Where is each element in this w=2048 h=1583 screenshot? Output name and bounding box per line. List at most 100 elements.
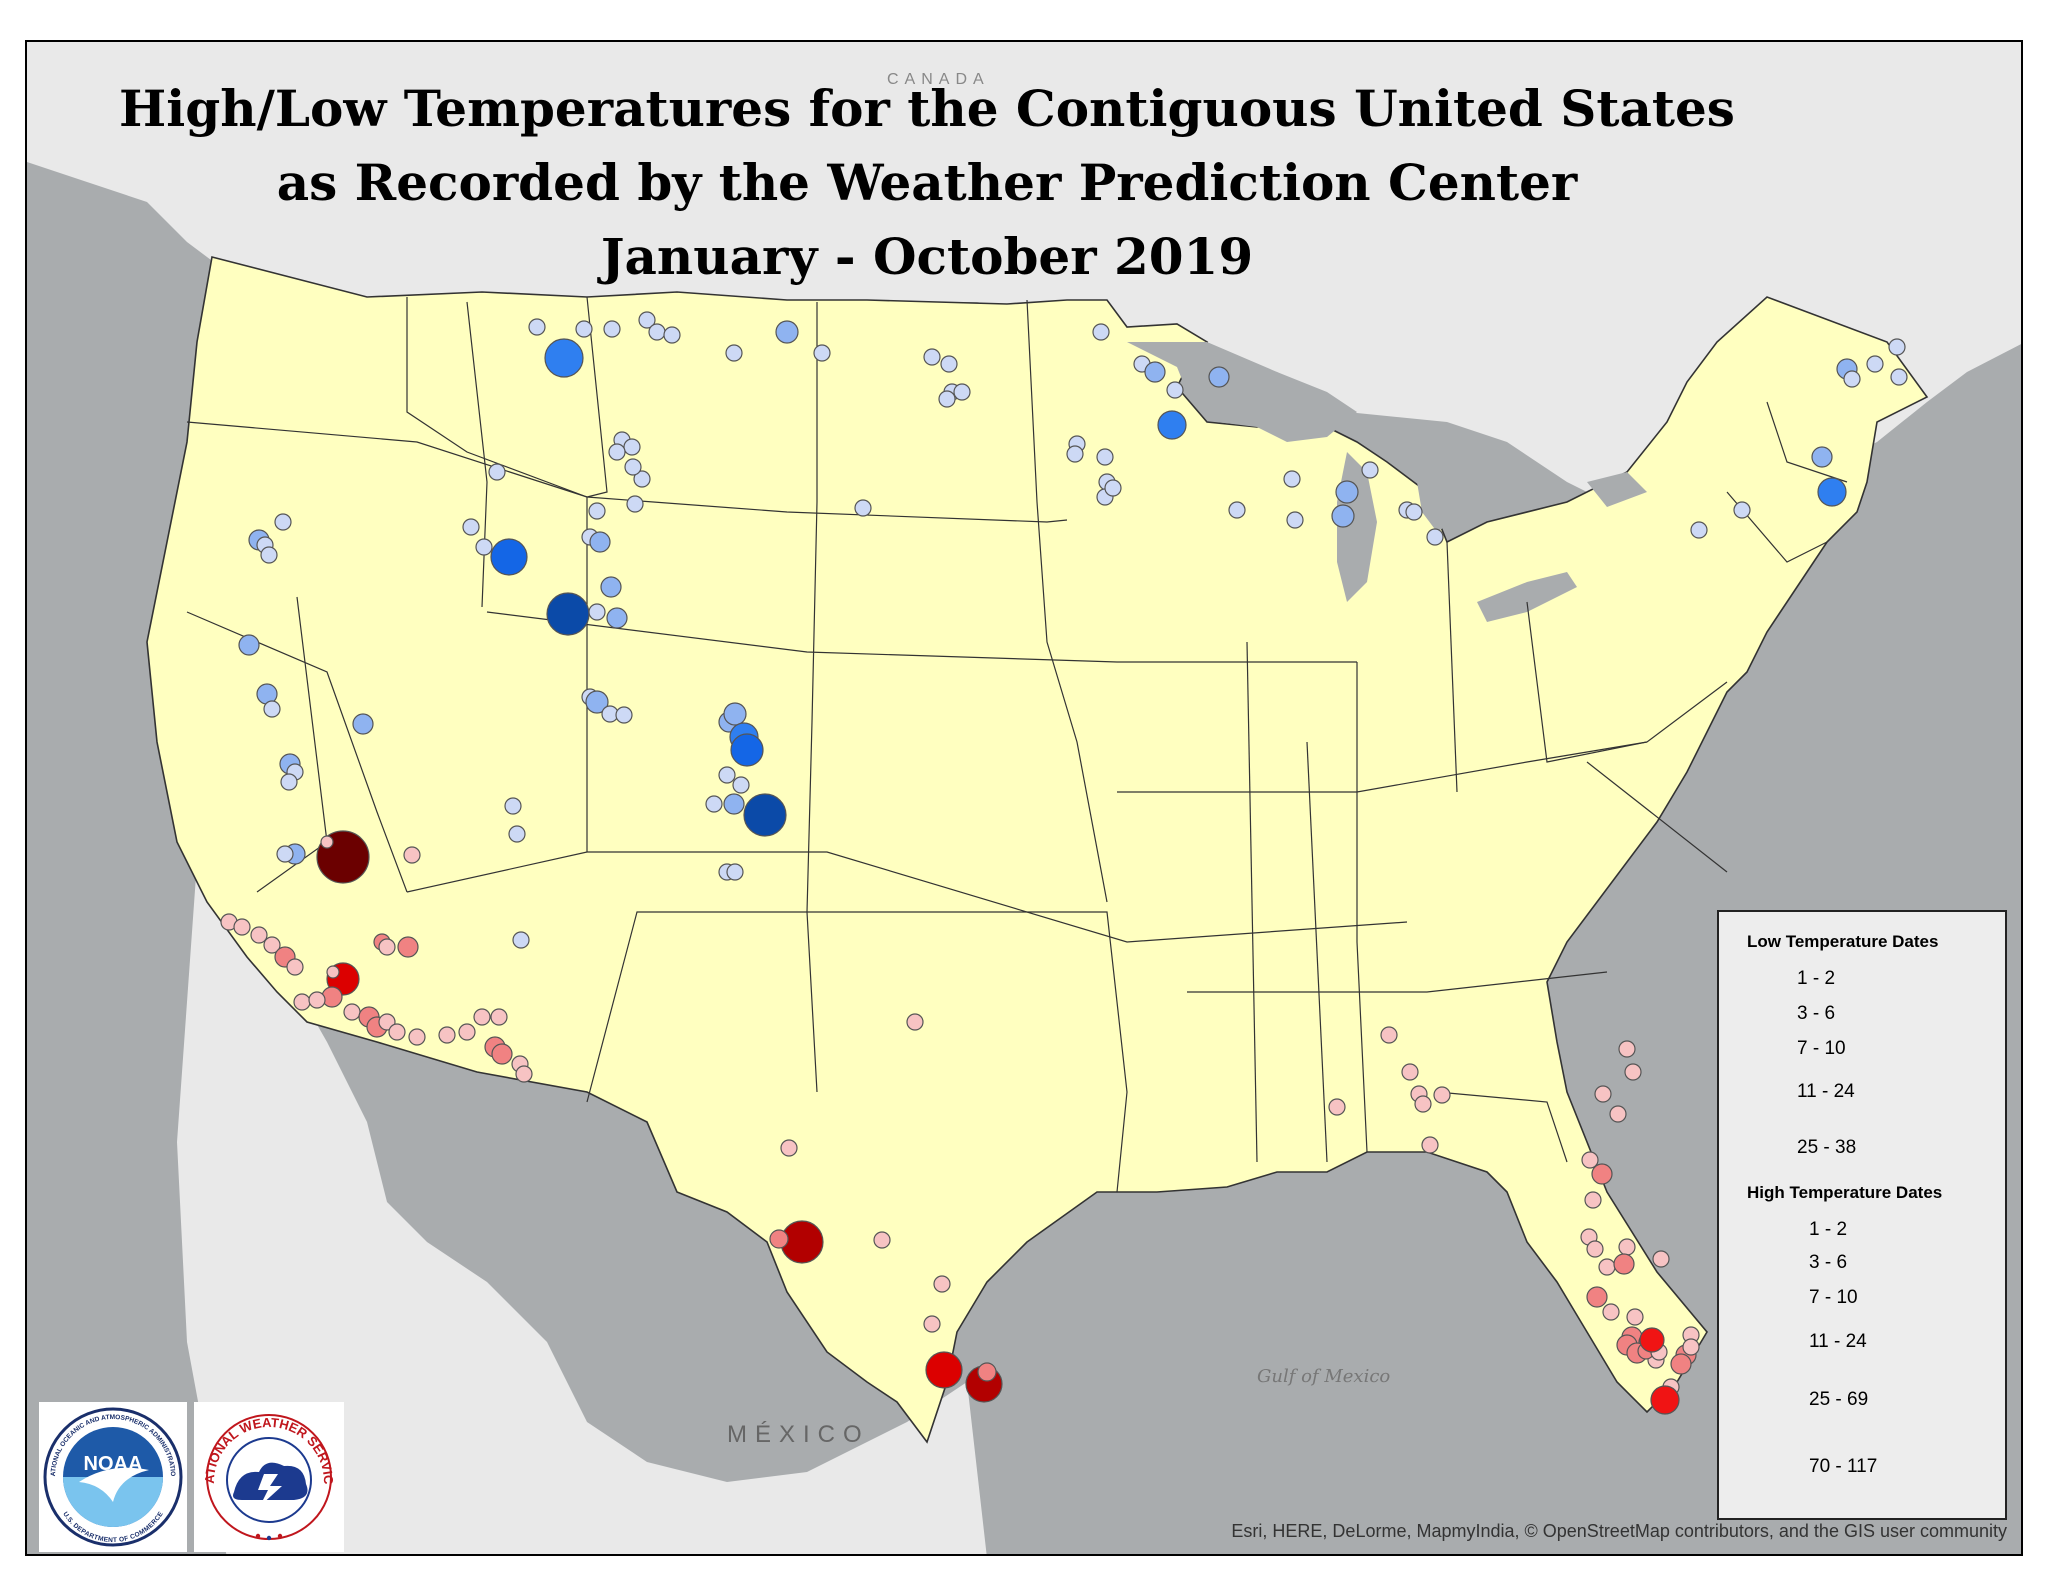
low-point xyxy=(1283,470,1301,488)
low-point xyxy=(938,390,956,408)
low-point xyxy=(1811,446,1833,468)
us-landmass xyxy=(146,256,1929,1444)
low-point xyxy=(723,702,747,726)
high-point xyxy=(308,991,326,1009)
agency-logos: NOAA NATIONAL OCEANIC AND ATMOSPHERIC AD… xyxy=(37,1390,379,1554)
low-point xyxy=(490,538,528,576)
low-point xyxy=(603,320,621,338)
low-point xyxy=(1888,338,1906,356)
high-point xyxy=(1421,1136,1439,1154)
high-point xyxy=(933,1275,951,1293)
low-point xyxy=(512,931,530,949)
low-point xyxy=(575,320,593,338)
high-point xyxy=(780,1139,798,1157)
high-point xyxy=(1609,1105,1627,1123)
mexico-landmass xyxy=(177,862,987,1554)
high-point xyxy=(490,1008,508,1026)
low-point xyxy=(1092,323,1110,341)
low-point xyxy=(1361,461,1379,479)
low-point xyxy=(1405,503,1423,521)
mexico-label: MÉXICO xyxy=(727,1421,870,1448)
low-point xyxy=(953,383,971,401)
low-point xyxy=(638,311,656,329)
title-line-3: January - October 2019 xyxy=(600,227,1254,286)
state-borders xyxy=(186,296,1848,1193)
low-point xyxy=(1331,504,1355,528)
low-point xyxy=(718,766,736,784)
legend-high-label-6: 70 - 117 xyxy=(1809,1456,1878,1477)
map-title: High/Low Temperatures for the Contiguous… xyxy=(27,72,1827,294)
legend-high-label-4: 11 - 24 xyxy=(1809,1331,1867,1352)
low-point xyxy=(263,700,281,718)
low-point xyxy=(1335,480,1359,504)
low-point xyxy=(600,576,622,598)
high-point xyxy=(320,835,334,849)
high-point xyxy=(515,1065,533,1083)
high-point xyxy=(326,965,340,979)
low-point xyxy=(1208,366,1230,388)
high-point xyxy=(286,958,304,976)
high-point xyxy=(397,936,419,958)
low-point xyxy=(276,845,294,863)
high-point xyxy=(1670,1353,1692,1375)
high-point xyxy=(388,1023,406,1041)
low-point xyxy=(940,355,958,373)
high-point xyxy=(873,1231,891,1249)
legend-low-label-4: 11 - 24 xyxy=(1797,1081,1855,1102)
low-point xyxy=(608,443,626,461)
low-point xyxy=(588,603,606,621)
low-point xyxy=(726,863,744,881)
low-point xyxy=(546,592,590,636)
high-point xyxy=(473,1008,491,1026)
legend-high-label-1: 1 - 2 xyxy=(1809,1219,1848,1240)
low-point xyxy=(854,499,872,517)
high-point xyxy=(1650,1385,1680,1415)
canada-label: CANADA xyxy=(887,71,990,88)
high-point xyxy=(1380,1026,1398,1044)
low-point xyxy=(743,793,787,837)
low-point xyxy=(775,320,799,344)
high-point xyxy=(1594,1085,1612,1103)
low-point xyxy=(1426,528,1444,546)
low-point xyxy=(1144,361,1166,383)
high-point xyxy=(1433,1086,1451,1104)
low-point xyxy=(1843,370,1861,388)
low-point xyxy=(923,348,941,366)
map-attribution: Esri, HERE, DeLorme, MapmyIndia, © OpenS… xyxy=(1231,1521,2007,1541)
low-point xyxy=(1157,410,1187,440)
low-point xyxy=(606,607,628,629)
low-point xyxy=(663,326,681,344)
low-point xyxy=(732,776,750,794)
high-point xyxy=(1581,1151,1599,1169)
low-temperature-points xyxy=(238,311,1908,949)
low-point xyxy=(585,690,609,714)
high-point xyxy=(1414,1095,1432,1113)
high-point xyxy=(343,1003,361,1021)
low-point xyxy=(508,825,526,843)
low-point xyxy=(723,793,745,815)
legend-low-label-5: 25 - 38 xyxy=(1797,1137,1857,1158)
high-point xyxy=(925,1351,963,1389)
high-point xyxy=(1639,1327,1665,1353)
low-point xyxy=(1104,479,1122,497)
legend-low-label-1: 1 - 2 xyxy=(1797,968,1836,989)
great-lakes xyxy=(1127,342,1647,622)
low-point xyxy=(1817,477,1847,507)
low-point xyxy=(589,531,611,553)
high-point xyxy=(906,1013,924,1031)
canada-landmass xyxy=(27,42,2021,562)
high-point xyxy=(1328,1098,1346,1116)
low-point xyxy=(1096,448,1114,466)
gulf-label: Gulf of Mexico xyxy=(1257,1366,1390,1387)
low-point xyxy=(730,733,764,767)
high-point xyxy=(1586,1286,1608,1308)
low-point xyxy=(488,463,506,481)
legend-high-label-5: 25 - 69 xyxy=(1809,1389,1869,1410)
low-point xyxy=(462,518,480,536)
high-point xyxy=(250,926,268,944)
legend-panel: Low Temperature Dates 1 - 2 3 - 6 7 - 10… xyxy=(1717,910,2007,1520)
low-point xyxy=(624,458,642,476)
high-temperature-points xyxy=(220,830,1700,1415)
low-point xyxy=(626,495,644,513)
